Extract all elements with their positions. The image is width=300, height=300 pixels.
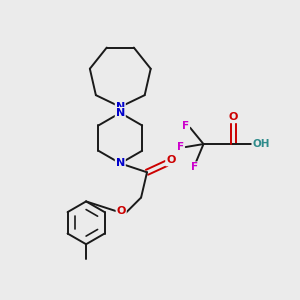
Text: F: F [191, 162, 198, 172]
Text: OH: OH [253, 139, 270, 149]
Text: N: N [116, 108, 125, 118]
Text: N: N [116, 158, 125, 168]
Text: O: O [166, 155, 176, 165]
Text: O: O [229, 112, 238, 122]
Text: O: O [116, 206, 126, 216]
Text: F: F [177, 142, 184, 152]
Text: F: F [182, 121, 189, 131]
Text: N: N [116, 102, 125, 112]
